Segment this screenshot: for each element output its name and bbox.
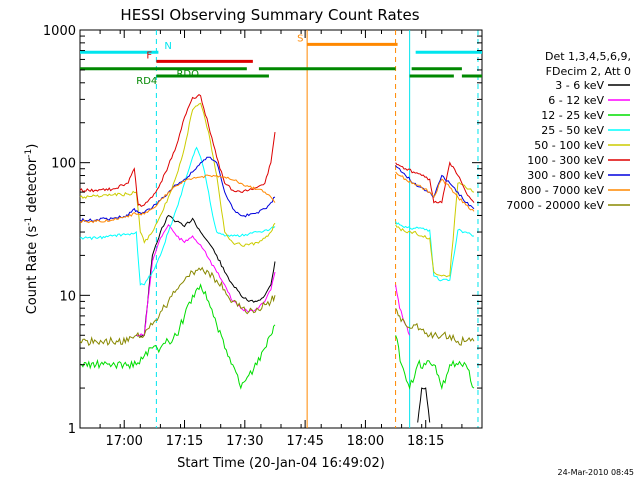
legend-label-2: 12 - 25 keV [541,109,604,122]
x-tick-label-4: 18:00 [347,434,384,449]
series-line-7 [79,174,276,224]
x-tick-label-0: 17:00 [105,434,142,449]
series-line-8 [395,307,475,346]
legend-label-3: 25 - 50 keV [541,124,604,137]
footer-date: 24-Mar-2010 08:45 [558,468,635,477]
y-tick-label-0: 1 [68,422,76,437]
legend-label-8: 7000 - 20000 keV [506,199,604,212]
series-line-4 [395,182,475,278]
series-line-3 [79,146,276,286]
series-line-0 [417,387,431,423]
series-line-4 [79,102,276,247]
y-tick-label-3: 1000 [43,24,76,39]
series-line-8 [79,266,276,347]
legend-header-line-1: Det 1,3,4,5,6,9, [545,50,631,63]
y-axis-label-mid: detector [25,157,40,217]
x-axis-label: Start Time (20-Jan-04 16:49:02) [177,456,385,471]
series-line-3 [395,221,475,282]
legend-label-0: 3 - 6 keV [555,79,604,92]
series-line-1 [395,284,411,336]
legend-items: 3 - 6 keV 6 - 12 keV 12 - 25 keV 25 - 50 ke… [506,79,630,212]
legend-label-7: 800 - 7000 keV [520,184,604,197]
series-line-0 [136,214,276,337]
y-axis-label-end: ) [25,144,40,149]
x-tick-label-2: 17:30 [226,434,263,449]
observing-flags: N S F RDO RD4 [80,33,482,87]
x-axis: 17:00 17:15 17:30 17:45 18:00 18:15 [79,30,483,449]
chart-title: HESSI Observing Summary Count Rates [120,6,419,24]
flag-label-rdo: RDO [176,69,199,80]
series-line-5 [395,161,475,204]
series-line-7 [395,171,475,212]
y-axis-label-exponent-1: -1 [24,217,34,226]
y-tick-label-2: 100 [51,157,76,172]
flag-label-s: S [297,33,303,44]
series-line-2 [395,335,475,391]
series-line-2 [79,283,276,390]
flag-label-f: F [146,50,152,61]
legend-label-5: 100 - 300 keV [527,154,604,167]
plot-area: N S F RDO RD4 [79,29,483,429]
y-tick-label-1: 10 [59,289,76,304]
legend-label-4: 50 - 100 keV [534,139,604,152]
y-axis-label-main: Count Rate (s [25,226,40,315]
legend: Det 1,3,4,5,6,9, FDecim 2, Att 0 3 - 6 k… [506,50,631,212]
series-layer [79,93,475,423]
y-axis-label-exponent-2: -1 [24,149,34,158]
legend-label-1: 6 - 12 keV [548,94,604,107]
x-tick-label-3: 17:45 [286,434,323,449]
y-axis: 1 10 100 1000 [43,24,482,437]
flag-label-rd4: RD4 [136,76,157,87]
legend-header-line-2: FDecim 2, Att 0 [546,65,631,78]
legend-label-6: 300 - 800 keV [527,169,604,182]
series-line-6 [79,156,276,223]
x-tick-label-5: 18:15 [407,434,444,449]
flag-label-n: N [164,41,171,52]
x-tick-label-1: 17:15 [166,434,203,449]
series-line-5 [79,93,276,208]
y-axis-label: Count Rate (s-1 detector-1) [24,144,40,315]
vertical-markers [155,30,479,428]
